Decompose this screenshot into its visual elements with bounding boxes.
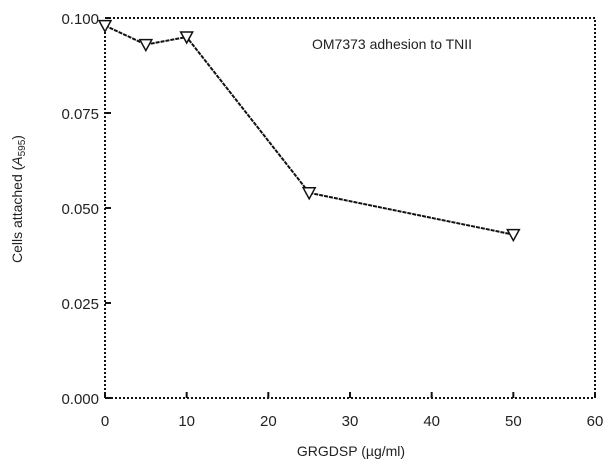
x-tick-label: 30: [342, 413, 359, 430]
x-tick-label: 40: [423, 413, 440, 430]
x-tick-label: 0: [101, 413, 109, 430]
y-axis-title-prefix: Cells attached (: [9, 165, 25, 263]
y-axis-title-subscript: 595: [17, 139, 28, 156]
data-point: [97, 19, 113, 34]
y-tick-label: 0.000: [61, 391, 99, 408]
x-tick-label: 60: [587, 413, 604, 430]
y-tick-label: 0.075: [61, 106, 99, 123]
x-axis-title: GRGDSP (µg/ml): [297, 443, 405, 459]
y-tick-label: 0.100: [61, 11, 99, 28]
data-point: [138, 38, 154, 53]
x-tick-label: 50: [505, 413, 522, 430]
y-axis-title-suffix: ): [9, 135, 25, 140]
data-point: [301, 187, 317, 201]
y-tick-label: 0.025: [61, 296, 99, 313]
y-axis-title-symbol: A: [9, 156, 25, 166]
x-tick-label: 10: [178, 413, 195, 430]
data-point: [506, 228, 521, 243]
chart-annotation: OM7373 adhesion to TNII: [312, 36, 472, 52]
y-axis-title: Cells attached (A595): [9, 135, 28, 263]
x-tick-label: 20: [260, 413, 277, 430]
ticks-layer: 0 10 20 30 40 50 60 0.000 0.025 0.050 0.075 0.100: [61, 11, 603, 430]
y-tick-label: 0.050: [61, 201, 99, 218]
data-point: [179, 31, 194, 45]
